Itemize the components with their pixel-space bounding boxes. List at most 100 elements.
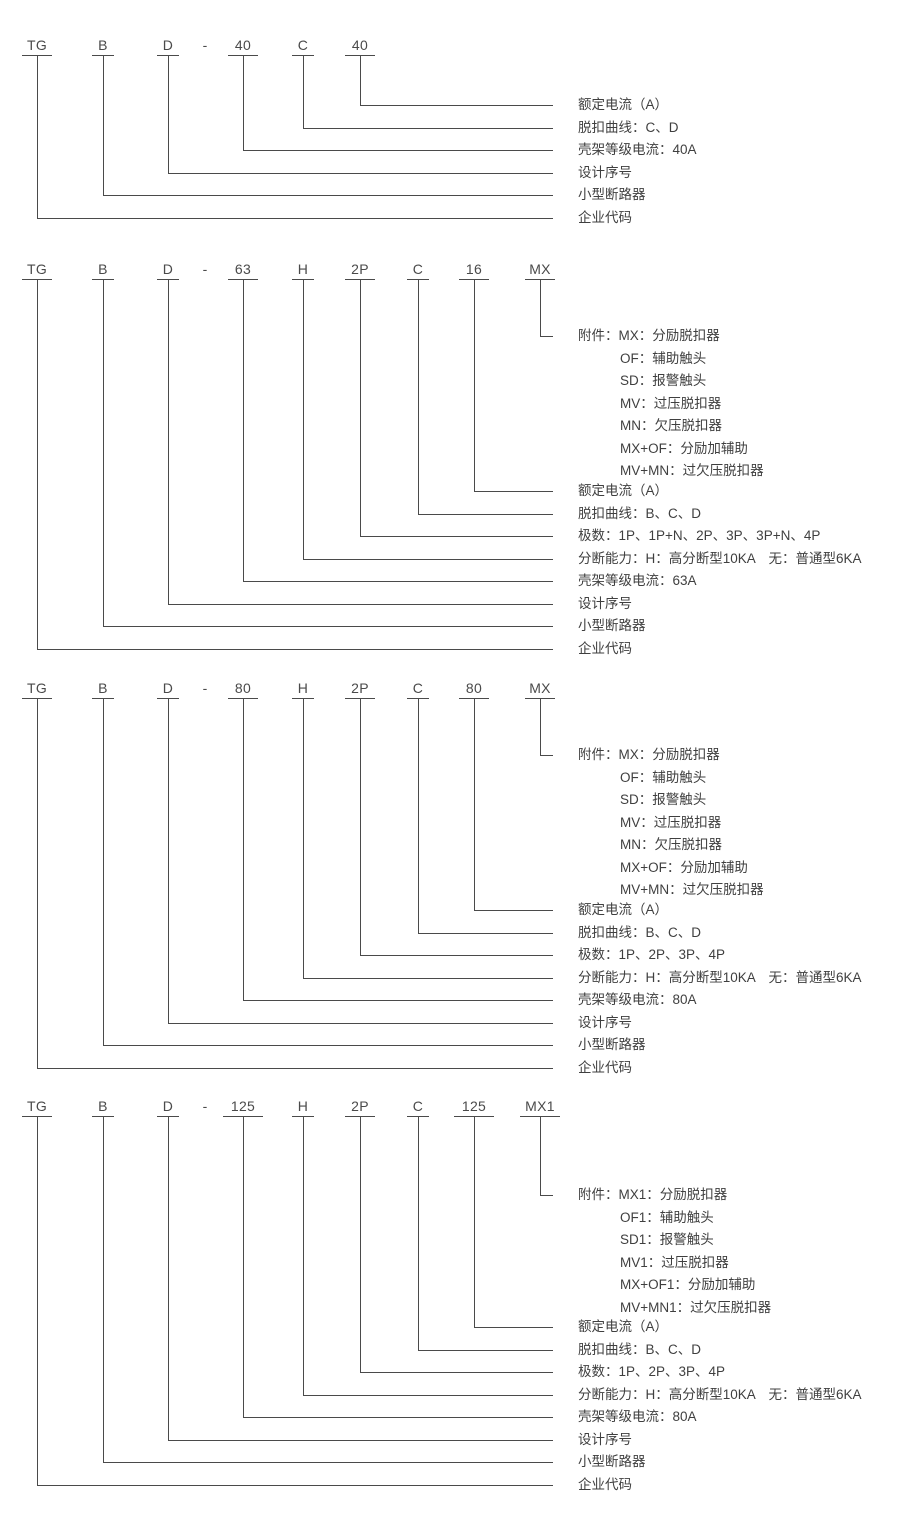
- leader-horizontal: [360, 536, 553, 537]
- leader-label: 分断能力：H：高分断型10KA 无：普通型6KA: [578, 1386, 862, 1402]
- model-code-segment: B: [98, 1098, 108, 1114]
- leader-vertical: [103, 279, 104, 626]
- leader-vertical: [37, 698, 38, 1068]
- leader-label: 极数：1P、1P+N、2P、3P、3P+N、4P: [578, 528, 821, 543]
- leader-label: 设计序号: [578, 1431, 632, 1447]
- model-code-segment: MX1: [525, 1098, 555, 1114]
- leader-horizontal: [37, 1484, 553, 1486]
- leader-label: 脱扣曲线：B、C、D: [578, 1341, 702, 1357]
- model-code-segment: B: [98, 680, 108, 696]
- leader-vertical: [303, 279, 304, 559]
- model-code-segment: MX: [529, 261, 551, 277]
- model-code-segment: 2P: [351, 1098, 369, 1114]
- accessory-item-label: MV+MN：过欠压脱扣器: [620, 882, 764, 897]
- accessory-item-label: OF：辅助触头: [620, 350, 707, 366]
- leader-vertical: [540, 279, 541, 336]
- model-code-segment: 125: [230, 1098, 256, 1114]
- model-code-segment: 2P: [351, 261, 369, 277]
- leader-vertical: [168, 1116, 169, 1440]
- leader-vertical: [303, 55, 304, 128]
- leader-label: 壳架等级电流：80A: [578, 1409, 697, 1424]
- accessory-item-label: OF：辅助触头: [620, 769, 707, 785]
- model-code-segment: 40: [351, 37, 369, 53]
- model-code-segment: 80: [234, 680, 252, 696]
- model-code-segment: D: [162, 261, 174, 277]
- leader-horizontal: [243, 150, 553, 151]
- accessory-item-label: MV：过压脱扣器: [620, 814, 722, 830]
- model-code-segment: TG: [26, 261, 48, 277]
- accessory-item-label: SD：报警触头: [620, 373, 707, 388]
- accessory-item-label: MX+OF：分励加辅助: [620, 440, 748, 456]
- accessory-item-label: MN：欠压脱扣器: [620, 418, 722, 433]
- leader-horizontal: [418, 1349, 553, 1351]
- model-code-segment: D: [162, 1098, 174, 1114]
- leader-horizontal: [168, 603, 553, 605]
- model-code-segment: TG: [26, 1098, 48, 1114]
- leader-label: 企业代码: [578, 640, 632, 656]
- leader-horizontal: [303, 127, 553, 129]
- leader-vertical: [243, 55, 244, 150]
- leader-vertical: [168, 279, 169, 604]
- leader-vertical: [243, 279, 244, 581]
- leader-horizontal: [103, 626, 553, 627]
- leader-vertical: [243, 1116, 244, 1417]
- leader-horizontal: [303, 977, 553, 979]
- accessory-head-label: 附件：MX1：分励脱扣器: [578, 1187, 728, 1202]
- leader-horizontal: [418, 932, 553, 934]
- model-code-segment: C: [412, 680, 424, 696]
- leader-horizontal: [243, 1417, 553, 1418]
- accessory-item-label: MX+OF：分励加辅助: [620, 859, 748, 875]
- model-code-segment: D: [162, 680, 174, 696]
- leader-label: 额定电流（A）: [578, 1319, 669, 1334]
- model-code-segment: 63: [234, 261, 252, 277]
- model-code-separator: -: [202, 680, 208, 696]
- model-code-separator: -: [202, 1098, 208, 1114]
- model-code-segment: C: [412, 1098, 424, 1114]
- leader-label: 脱扣曲线：C、D: [578, 119, 679, 135]
- model-code-segment: B: [98, 261, 108, 277]
- leader-vertical: [540, 1116, 541, 1195]
- leader-horizontal: [168, 1439, 553, 1441]
- leader-vertical: [418, 279, 419, 514]
- accessory-item-label: MV1：过压脱扣器: [620, 1254, 729, 1270]
- leader-vertical: [103, 55, 104, 195]
- model-code-segment: MX: [529, 680, 551, 696]
- model-code-segment: H: [297, 261, 309, 277]
- leader-label: 壳架等级电流：80A: [578, 992, 697, 1007]
- leader-horizontal: [303, 558, 553, 560]
- leader-horizontal: [360, 105, 553, 106]
- leader-vertical: [474, 1116, 475, 1327]
- accessory-item-label: MX+OF1：分励加辅助: [620, 1277, 756, 1292]
- leader-horizontal: [103, 1462, 553, 1463]
- leader-label: 脱扣曲线：B、C、D: [578, 924, 702, 940]
- leader-vertical: [103, 698, 104, 1045]
- leader-label: 分断能力：H：高分断型10KA 无：普通型6KA: [578, 550, 862, 566]
- model-code-segment: 40: [234, 37, 252, 53]
- leader-vertical: [418, 1116, 419, 1350]
- leader-vertical: [103, 1116, 104, 1462]
- model-code-segment: 16: [465, 261, 483, 277]
- leader-horizontal: [540, 336, 553, 337]
- leader-label: 企业代码: [578, 1476, 632, 1492]
- leader-label: 壳架等级电流：40A: [578, 142, 697, 157]
- model-code-segment: C: [412, 261, 424, 277]
- leader-label: 设计序号: [578, 595, 632, 611]
- leader-vertical: [37, 55, 38, 218]
- leader-horizontal: [168, 172, 553, 174]
- leader-vertical: [474, 698, 475, 910]
- leader-horizontal: [243, 581, 553, 582]
- leader-vertical: [303, 698, 304, 978]
- leader-label: 极数：1P、2P、3P、4P: [578, 947, 726, 962]
- leader-label: 脱扣曲线：B、C、D: [578, 505, 702, 521]
- leader-vertical: [37, 279, 38, 649]
- accessory-item-label: OF1：辅助触头: [620, 1209, 714, 1225]
- leader-horizontal: [243, 1000, 553, 1001]
- leader-vertical: [540, 698, 541, 755]
- leader-horizontal: [540, 1195, 553, 1196]
- leader-label: 极数：1P、2P、3P、4P: [578, 1364, 726, 1379]
- leader-horizontal: [37, 217, 553, 219]
- model-code-segment: 125: [461, 1098, 487, 1114]
- leader-vertical: [360, 279, 361, 536]
- accessory-item-label: MV+MN：过欠压脱扣器: [620, 463, 764, 478]
- leader-label: 企业代码: [578, 1059, 632, 1075]
